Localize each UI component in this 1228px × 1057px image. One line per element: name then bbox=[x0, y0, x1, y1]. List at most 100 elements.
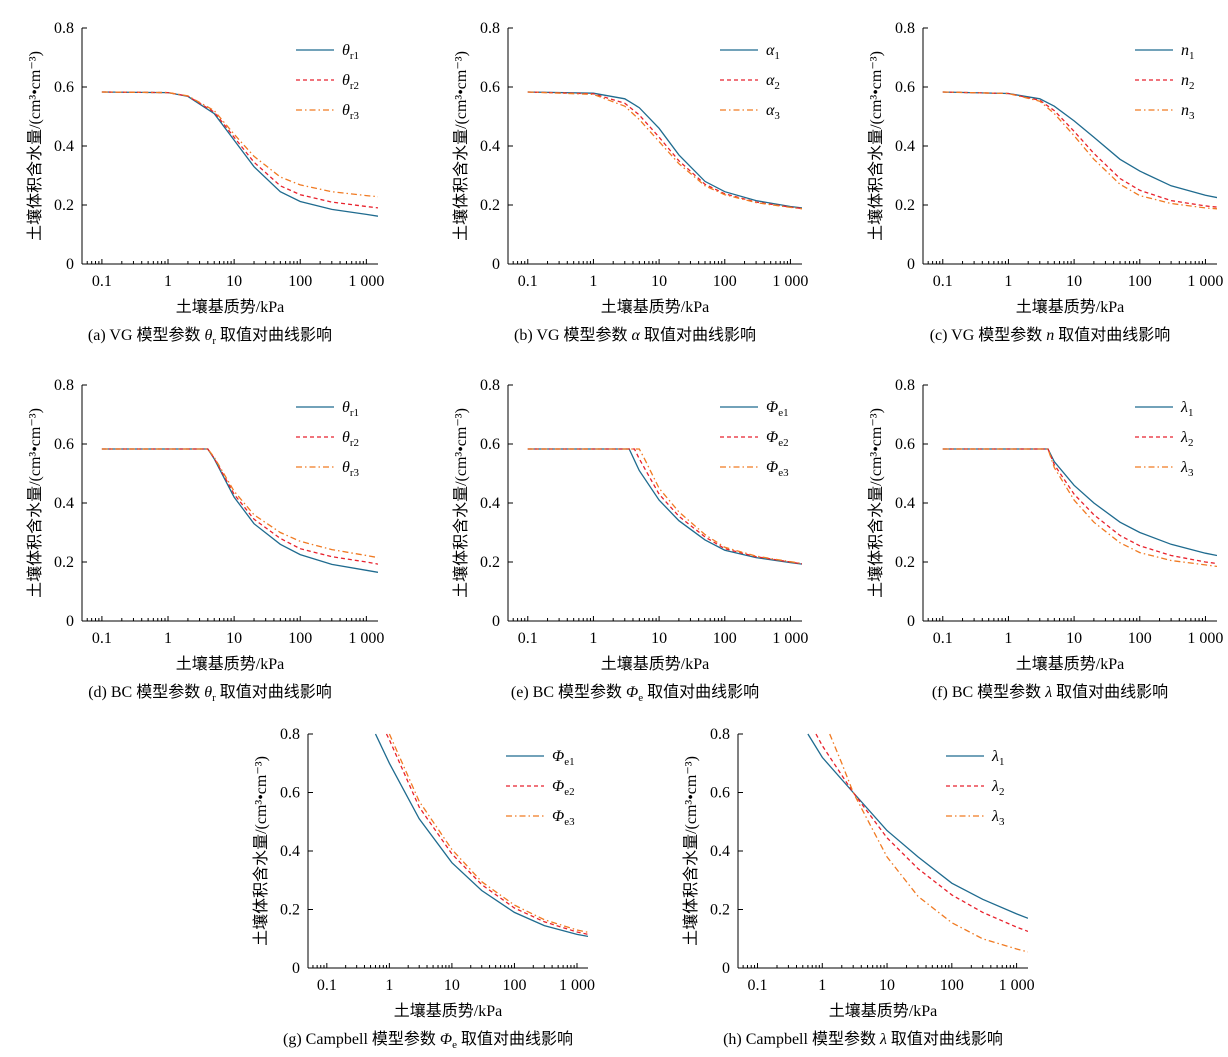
chart-svg-g: 0 0.2 0.4 0.6 0.8 0.1 1 10 100 1 000 土壤基质势/kPa 土壤体积… bbox=[251, 726, 595, 1051]
chart-svg-e: 0 0.2 0.4 0.6 0.8 0.1 1 10 100 1 000 土壤基质势/kPa 土壤体积… bbox=[451, 377, 808, 704]
x-tick-label: 1 000 bbox=[559, 977, 595, 994]
y-tick-label: 0.4 bbox=[895, 138, 915, 155]
y-tick-label: 0 bbox=[907, 613, 915, 630]
x-tick-label: 0.1 bbox=[747, 977, 767, 994]
y-tick-label: 0.6 bbox=[895, 79, 915, 96]
series-line-3 bbox=[829, 733, 1028, 953]
y-tick-label: 0.2 bbox=[54, 197, 74, 214]
x-tick-label: 0.1 bbox=[518, 273, 538, 290]
y-tick-label: 0.8 bbox=[480, 377, 500, 394]
panel-caption: (a) VG 模型参数 θr 取值对曲线影响 bbox=[88, 326, 332, 347]
x-tick-label: 1 000 bbox=[772, 273, 808, 290]
y-tick-label: 0.8 bbox=[280, 726, 300, 743]
x-axis-label: 土壤基质势/kPa bbox=[176, 297, 284, 316]
x-tick-label: 100 bbox=[288, 630, 312, 647]
legend-label-2: θr2 bbox=[342, 72, 359, 92]
x-tick-label: 0.1 bbox=[92, 630, 112, 647]
y-tick-label: 0.6 bbox=[710, 785, 730, 802]
series-line-3 bbox=[527, 448, 802, 565]
chart-svg-f: 0 0.2 0.4 0.6 0.8 0.1 1 10 100 1 000 土壤基质势/kPa 土壤体积… bbox=[866, 377, 1223, 701]
legend-label-1: α1 bbox=[766, 42, 780, 62]
x-tick-label: 0.1 bbox=[518, 630, 538, 647]
x-tick-label: 1 bbox=[1004, 273, 1012, 290]
legend-label-3: λ3 bbox=[1180, 459, 1194, 479]
y-tick-label: 0.8 bbox=[710, 726, 730, 743]
y-tick-label: 0.8 bbox=[54, 377, 74, 394]
series-line-3 bbox=[942, 91, 1217, 210]
x-axis-label: 土壤基质势/kPa bbox=[394, 1001, 502, 1020]
y-tick-label: 0.4 bbox=[480, 495, 500, 512]
y-tick-label: 0.2 bbox=[710, 902, 730, 919]
x-tick-label: 1 000 bbox=[348, 273, 384, 290]
legend-label-3: Φe3 bbox=[552, 808, 575, 828]
legend-label-1: θr1 bbox=[342, 399, 359, 419]
x-tick-label: 10 bbox=[879, 977, 895, 994]
panel-caption: (f) BC 模型参数 λ 取值对曲线影响 bbox=[932, 683, 1168, 701]
y-axis-label: 土壤体积含水量/(cm³•cm⁻³) bbox=[866, 51, 885, 241]
legend-label-1: θr1 bbox=[342, 42, 359, 62]
y-axis-label: 土壤体积含水量/(cm³•cm⁻³) bbox=[681, 756, 700, 946]
legend-label-2: n2 bbox=[1181, 72, 1195, 92]
y-tick-label: 0 bbox=[66, 256, 74, 273]
y-tick-label: 0.8 bbox=[480, 20, 500, 37]
chart-svg-d: 0 0.2 0.4 0.6 0.8 0.1 1 10 100 1 000 土壤基质势/kPa 土壤体积… bbox=[25, 377, 384, 704]
chart-panel-g: 0 0.2 0.4 0.6 0.8 0.1 1 10 100 1 000 土壤基质势/kPa 土壤体积… bbox=[240, 722, 620, 1052]
y-tick-label: 0.2 bbox=[54, 554, 74, 571]
chart-panel-f: 0 0.2 0.4 0.6 0.8 0.1 1 10 100 1 000 土壤基质势/kPa 土壤体积… bbox=[855, 367, 1228, 701]
y-tick-label: 0.2 bbox=[480, 197, 500, 214]
series-line-2 bbox=[101, 448, 378, 565]
x-tick-label: 0.1 bbox=[317, 977, 337, 994]
y-tick-label: 0.6 bbox=[895, 436, 915, 453]
y-tick-label: 0.4 bbox=[710, 843, 730, 860]
x-tick-label: 100 bbox=[940, 977, 964, 994]
y-tick-label: 0.8 bbox=[54, 20, 74, 37]
x-tick-label: 100 bbox=[713, 630, 737, 647]
x-tick-label: 1 bbox=[164, 273, 172, 290]
x-tick-label: 10 bbox=[1066, 273, 1082, 290]
x-tick-label: 100 bbox=[288, 273, 312, 290]
x-axis-label: 土壤基质势/kPa bbox=[601, 297, 709, 316]
series-line-2 bbox=[527, 448, 802, 565]
panel-caption: (c) VG 模型参数 n 取值对曲线影响 bbox=[930, 326, 1171, 344]
panel-caption: (e) BC 模型参数 Φe 取值对曲线影响 bbox=[511, 683, 759, 704]
x-tick-label: 10 bbox=[226, 273, 242, 290]
chart-panel-d: 0 0.2 0.4 0.6 0.8 0.1 1 10 100 1 000 土壤基质势/kPa 土壤体积… bbox=[14, 367, 394, 704]
legend-label-3: θr3 bbox=[342, 459, 360, 479]
series-line-3 bbox=[388, 733, 588, 933]
series-line-3 bbox=[101, 448, 378, 559]
y-tick-label: 0.6 bbox=[54, 79, 74, 96]
series-line-2 bbox=[385, 733, 588, 936]
legend-label-2: Φe2 bbox=[766, 429, 789, 449]
series-line-1 bbox=[374, 733, 588, 938]
x-tick-label: 10 bbox=[226, 630, 242, 647]
y-axis-label: 土壤体积含水量/(cm³•cm⁻³) bbox=[451, 51, 470, 241]
chart-panel-c: 0 0.2 0.4 0.6 0.8 0.1 1 10 100 1 000 土壤基质势/kPa 土壤体积… bbox=[855, 10, 1228, 344]
y-tick-label: 0 bbox=[66, 613, 74, 630]
y-tick-label: 0.6 bbox=[280, 785, 300, 802]
y-tick-label: 0.6 bbox=[480, 79, 500, 96]
y-axis-label: 土壤体积含水量/(cm³•cm⁻³) bbox=[451, 408, 470, 598]
chart-svg-c: 0 0.2 0.4 0.6 0.8 0.1 1 10 100 1 000 土壤基质势/kPa 土壤体积… bbox=[866, 20, 1223, 344]
y-tick-label: 0.4 bbox=[280, 843, 300, 860]
y-axis-label: 土壤体积含水量/(cm³•cm⁻³) bbox=[25, 51, 44, 241]
y-tick-label: 0 bbox=[492, 256, 500, 273]
legend-label-2: Φe2 bbox=[552, 778, 575, 798]
legend-label-2: λ2 bbox=[991, 778, 1004, 798]
y-tick-label: 0 bbox=[907, 256, 915, 273]
x-tick-label: 10 bbox=[651, 273, 667, 290]
series-line-3 bbox=[101, 91, 378, 198]
x-tick-label: 10 bbox=[1066, 630, 1082, 647]
y-axis-label: 土壤体积含水量/(cm³•cm⁻³) bbox=[25, 408, 44, 598]
y-tick-label: 0 bbox=[292, 960, 300, 977]
y-tick-label: 0.2 bbox=[895, 554, 915, 571]
chart-panel-a: 0 0.2 0.4 0.6 0.8 0.1 1 10 100 1 000 土壤基质势/kPa 土壤体积… bbox=[14, 10, 394, 347]
series-line-1 bbox=[101, 91, 378, 217]
x-axis-label: 土壤基质势/kPa bbox=[1016, 297, 1124, 316]
x-tick-label: 1 000 bbox=[348, 630, 384, 647]
x-tick-label: 1 000 bbox=[1187, 630, 1223, 647]
series-line-3 bbox=[527, 91, 802, 210]
panel-caption: (d) BC 模型参数 θr 取值对曲线影响 bbox=[88, 683, 332, 704]
legend-label-1: Φe1 bbox=[552, 748, 575, 768]
x-tick-label: 100 bbox=[502, 977, 526, 994]
panel-caption: (h) Campbell 模型参数 λ 取值对曲线影响 bbox=[723, 1030, 1003, 1048]
